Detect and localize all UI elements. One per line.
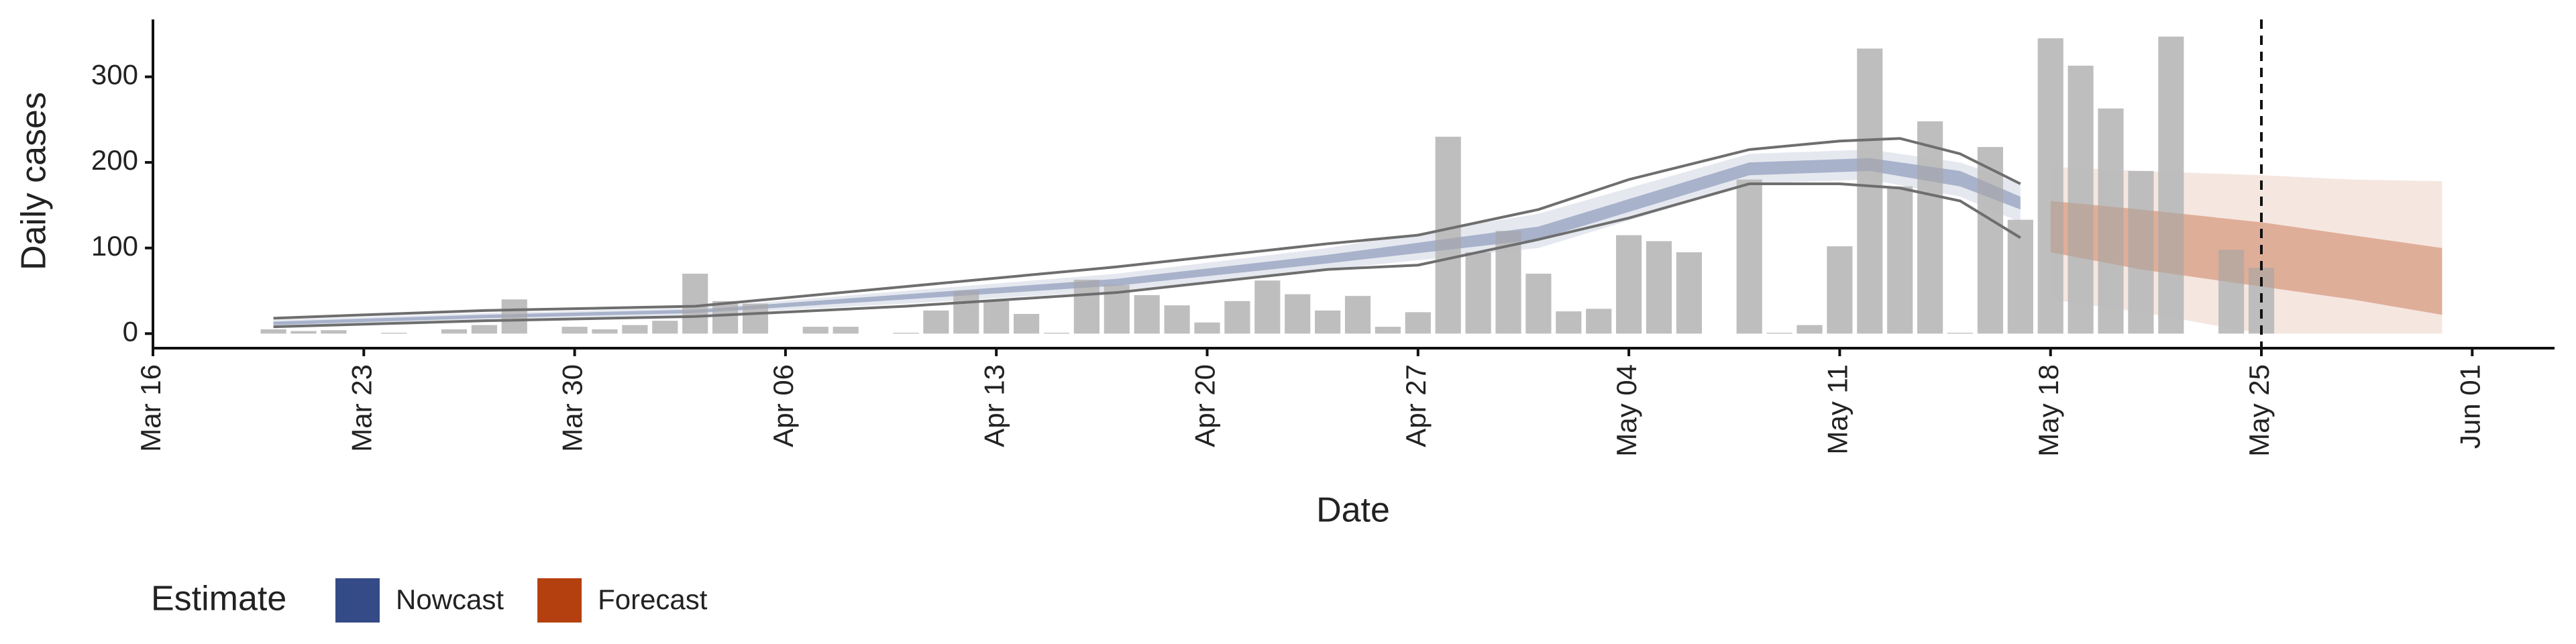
bar xyxy=(2128,170,2154,334)
y-tick-label: 200 xyxy=(91,144,138,176)
bar xyxy=(2037,38,2063,334)
x-tick-label: Apr 06 xyxy=(767,364,799,447)
bar xyxy=(441,329,468,334)
x-tick-label: Mar 23 xyxy=(345,364,377,452)
bar xyxy=(1887,186,1913,334)
y-axis-label: Daily cases xyxy=(15,92,54,270)
bar xyxy=(1676,252,1702,334)
bar xyxy=(561,327,588,334)
bar xyxy=(1857,48,1883,334)
bar xyxy=(983,301,1010,334)
bar xyxy=(290,331,317,334)
x-axis-label: Date xyxy=(1316,491,1390,530)
legend-title: Estimate xyxy=(151,580,286,619)
bar xyxy=(1254,280,1281,334)
bar xyxy=(923,310,949,334)
band-50-overlay xyxy=(2050,201,2443,315)
bar xyxy=(2158,36,2184,334)
y-tick-label: 0 xyxy=(123,315,138,347)
bar xyxy=(742,303,769,334)
x-tick-label: May 25 xyxy=(2243,364,2275,457)
bar xyxy=(712,301,739,334)
y-tick-label: 300 xyxy=(91,59,138,91)
bar xyxy=(1646,241,1672,334)
bar xyxy=(2068,65,2094,334)
bar xyxy=(1827,246,1853,334)
bar xyxy=(1315,310,1341,334)
bar xyxy=(1736,179,1762,334)
bar xyxy=(1616,235,1642,334)
bar xyxy=(953,290,979,334)
bar xyxy=(2098,108,2124,334)
x-tick-label: May 11 xyxy=(1821,364,1853,455)
bar xyxy=(1586,309,1612,334)
bar xyxy=(1073,279,1099,334)
x-tick-label: Mar 30 xyxy=(557,364,588,452)
bar xyxy=(1465,252,1491,334)
x-tick-label: Apr 20 xyxy=(1189,364,1221,447)
bar xyxy=(592,329,618,334)
bar xyxy=(1796,325,1823,334)
bar xyxy=(260,329,286,334)
bar xyxy=(1014,313,1040,334)
x-tick-label: Apr 13 xyxy=(978,364,1010,447)
x-tick-label: May 04 xyxy=(1611,364,1642,457)
bar xyxy=(1344,296,1371,334)
bar xyxy=(321,330,347,334)
bar xyxy=(1224,301,1250,334)
bar xyxy=(652,321,678,334)
bar xyxy=(1134,294,1160,334)
bar xyxy=(1285,294,1311,334)
legend-label: Nowcast xyxy=(396,584,504,615)
bar xyxy=(1556,311,1582,334)
bar xyxy=(1405,312,1431,334)
bar xyxy=(802,327,828,334)
bar xyxy=(833,327,859,334)
bound-line xyxy=(273,137,2021,320)
x-tick-label: Mar 16 xyxy=(135,364,166,452)
bar xyxy=(1375,327,1401,334)
bar xyxy=(501,299,527,334)
x-tick-label: Jun 01 xyxy=(2454,364,2485,449)
x-tick-label: Apr 27 xyxy=(1400,364,1432,447)
x-tick-label: May 18 xyxy=(2033,364,2064,457)
legend-label: Forecast xyxy=(598,584,708,615)
bar xyxy=(1917,121,1943,334)
legend-swatch xyxy=(537,578,582,623)
bar xyxy=(2218,250,2245,334)
bar xyxy=(1525,273,1552,334)
bar xyxy=(1164,305,1190,334)
bar xyxy=(682,273,708,334)
bar xyxy=(1435,136,1461,334)
legend-swatch xyxy=(335,578,380,623)
bar xyxy=(1194,322,1220,334)
y-tick-label: 100 xyxy=(91,230,138,262)
bar xyxy=(622,325,648,334)
bound-line xyxy=(273,182,2021,329)
bar xyxy=(471,325,497,334)
bar xyxy=(1977,147,2003,334)
band-90 xyxy=(273,149,2021,327)
bar xyxy=(2007,219,2033,334)
